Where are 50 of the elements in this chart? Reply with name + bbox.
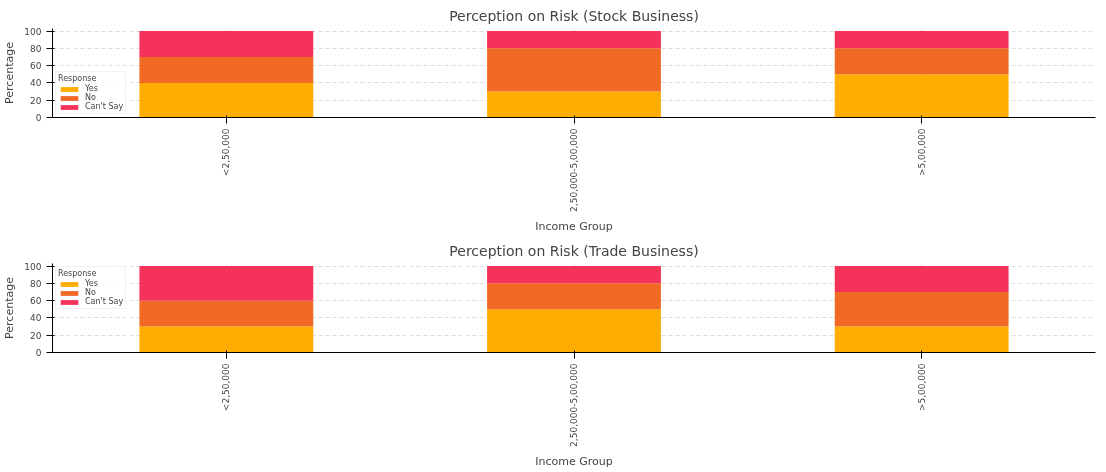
x-axis-title: Income Group <box>535 454 613 468</box>
y-tick-label: 40 <box>30 313 42 324</box>
y-tick-label: 100 <box>24 261 42 272</box>
bar <box>487 31 661 49</box>
bar <box>139 31 314 58</box>
chart-title: Perception on Risk (Trade Business) <box>449 242 699 259</box>
bar <box>487 91 661 118</box>
legend-title: Response <box>58 74 98 83</box>
chart-title: Perception on Risk (Stock Business) <box>449 7 699 24</box>
bar <box>139 82 314 118</box>
legend-label: No <box>85 288 97 297</box>
y-tick-label: 20 <box>30 330 42 341</box>
bar <box>834 326 1009 353</box>
y-tick-label: 60 <box>30 296 42 307</box>
y-tick-label: 100 <box>24 26 42 37</box>
legend-label: Can't Say <box>85 102 124 111</box>
y-tick-label: 80 <box>30 43 42 54</box>
bar <box>834 31 1009 49</box>
bar <box>139 57 314 83</box>
bar <box>834 292 1009 327</box>
legend-label: Yes <box>85 279 99 288</box>
legend-label: No <box>85 93 97 102</box>
bar <box>487 48 661 92</box>
x-axis-title: Income Group <box>535 219 613 233</box>
y-tick-label: 0 <box>35 348 42 358</box>
bar <box>834 48 1009 75</box>
bar <box>139 266 314 301</box>
y-tick-label: 60 <box>30 61 42 72</box>
bar <box>487 266 661 284</box>
x-tick-label: 2,50,000-5,00,000 <box>569 128 579 212</box>
x-tick-label: >5,00,000 <box>916 128 927 177</box>
bar <box>834 74 1009 118</box>
x-tick-label: <2,50,000 <box>221 128 232 177</box>
y-tick-label: 80 <box>30 278 42 289</box>
bar <box>487 283 661 310</box>
y-tick-label: 0 <box>35 113 42 123</box>
y-axis-title: Percentage <box>3 41 17 104</box>
y-tick-label: 20 <box>30 95 42 106</box>
y-axis-title: Percentage <box>3 276 17 339</box>
legend-label: Yes <box>85 84 99 93</box>
x-tick-label: <2,50,000 <box>221 363 232 412</box>
bar <box>139 326 314 353</box>
x-tick-label: >5,00,000 <box>916 363 927 412</box>
bar <box>139 300 314 327</box>
bar <box>487 309 661 353</box>
legend-title: Response <box>58 269 98 278</box>
x-tick-label: 2,50,000-5,00,000 <box>569 363 579 447</box>
y-tick-label: 40 <box>30 78 42 89</box>
legend-label: Can't Say <box>85 297 124 306</box>
bar <box>834 266 1009 293</box>
